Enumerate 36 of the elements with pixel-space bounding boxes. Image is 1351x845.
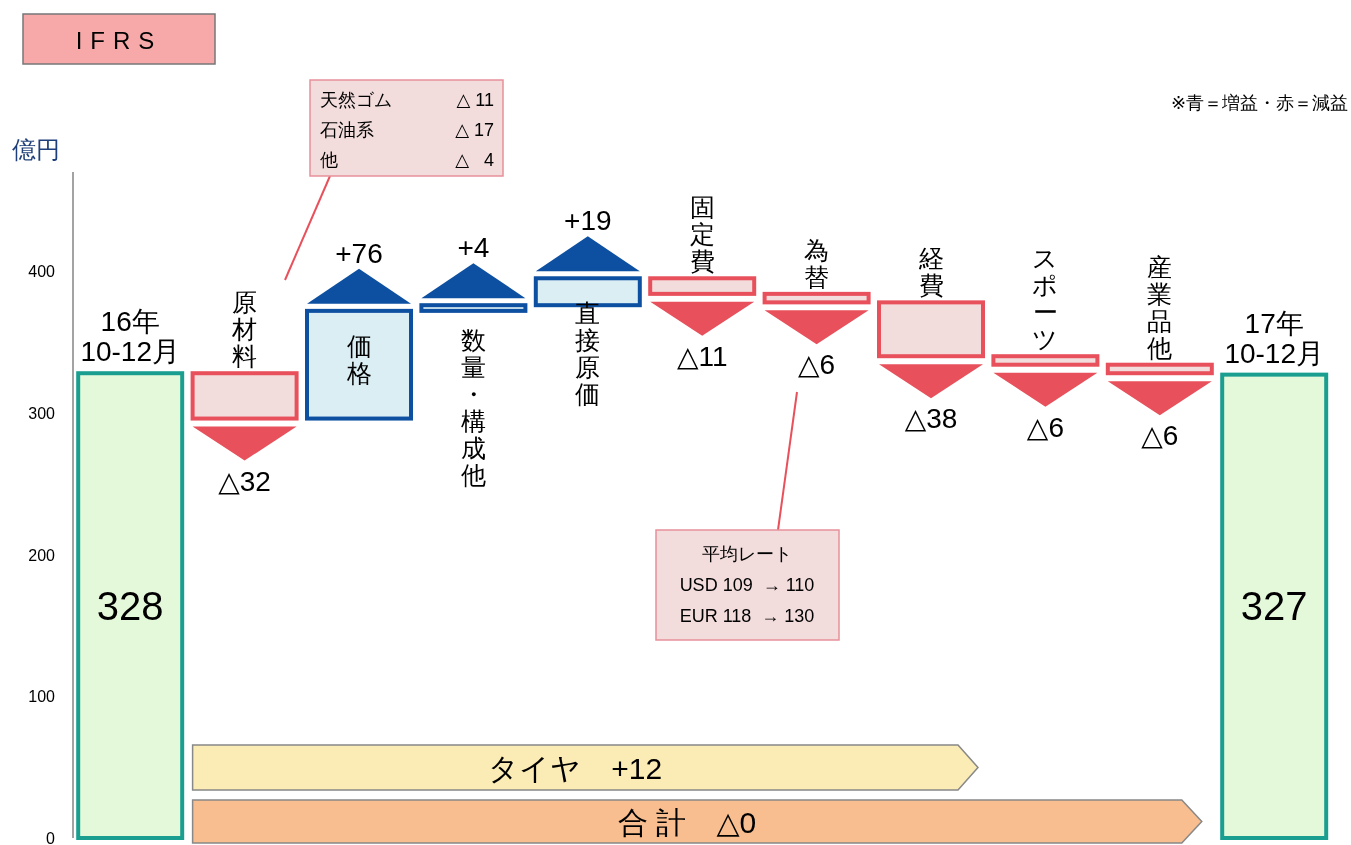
callout-rate: 平均レート USD 109 → 110 EUR 118 → 130 (655, 391, 840, 641)
chart-title: IFRS (75, 27, 163, 54)
data-label: +76 (335, 237, 383, 269)
text: ※青＝増益・赤＝減益 (1170, 93, 1348, 113)
arrow-tire: タイヤ +12 (191, 744, 979, 791)
x-tick-label: 17年 10-12月 (1224, 307, 1325, 369)
y-tick-label: 400 (28, 263, 56, 281)
x-tick-label: 数量・構成他 (460, 326, 486, 490)
x-tick-label: 経費 (917, 244, 944, 300)
x-tick-label: 16年 10-12月 (80, 306, 181, 368)
x-tick-label: 産業品他 (1147, 252, 1173, 362)
data-label: +19 (564, 205, 612, 237)
annotation: タイヤ +12 (488, 751, 663, 785)
x-tick-label: 原材料 (231, 288, 258, 371)
y-tick-label: 0 (46, 830, 56, 845)
data-label: 328 (96, 583, 164, 628)
data-label: △11 (676, 340, 728, 372)
data-label: △32 (218, 465, 271, 497)
data-label: 327 (1240, 584, 1308, 629)
x-tick-label: 直接原価 (575, 299, 601, 409)
y-tick-label: 100 (28, 688, 56, 706)
y-tick-label: 300 (28, 404, 56, 422)
x-tick-label: 価格 (345, 331, 372, 387)
data-label: △6 (798, 349, 836, 381)
x-tick-label: 固定費 (689, 193, 715, 276)
data-label: △6 (1026, 411, 1064, 443)
y-axis-title: 億円 (12, 136, 60, 163)
x-tick-label: スポーツ (1032, 244, 1059, 354)
annotation: 合 計 △0 (618, 805, 757, 839)
data-label: △6 (1141, 420, 1179, 452)
data-label: △38 (904, 403, 958, 435)
annotation: 平均レート USD 109 → 110 EUR 118 → 130 (679, 544, 815, 626)
data-label: +4 (457, 232, 490, 264)
y-tick-label: 200 (28, 546, 56, 564)
x-tick-label: 為替 (804, 235, 830, 291)
arrow-total: 合 計 △0 (191, 799, 1203, 844)
